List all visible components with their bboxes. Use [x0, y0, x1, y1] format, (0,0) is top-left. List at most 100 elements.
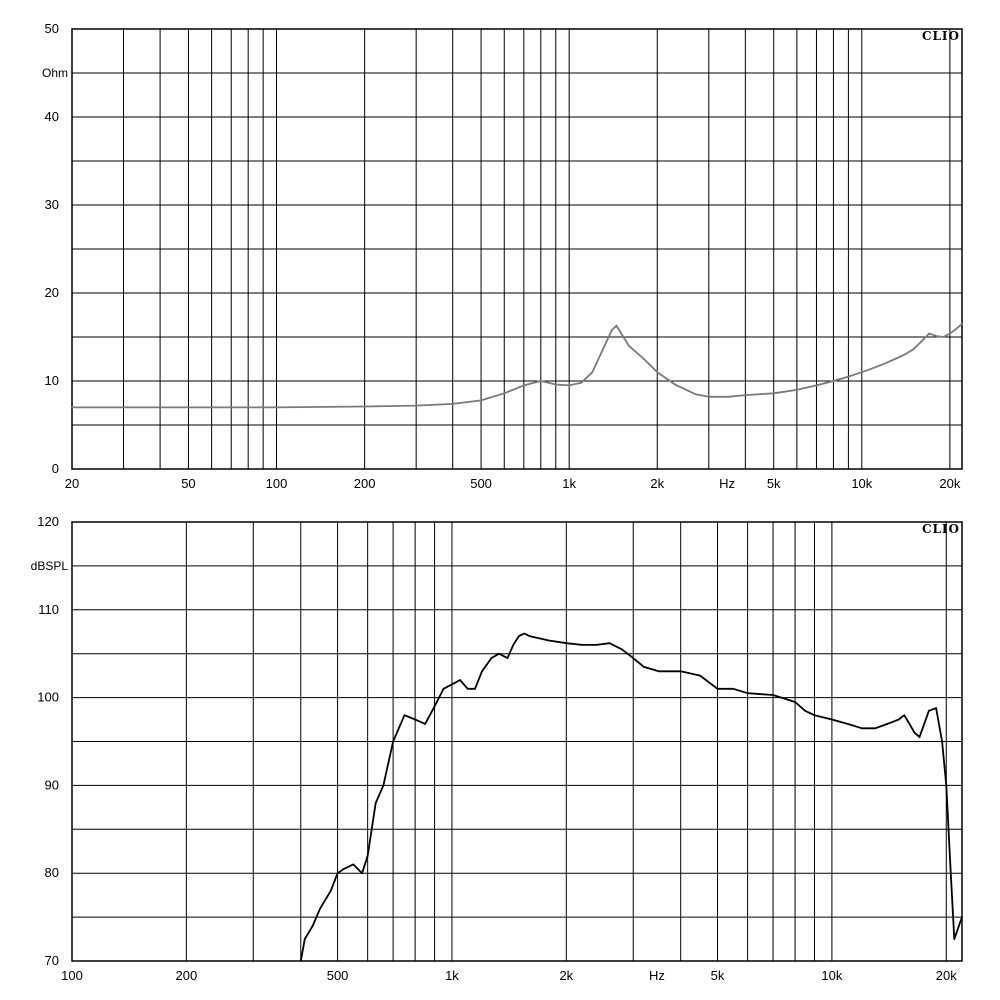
data-point	[913, 731, 916, 734]
x-tick-label: 200	[354, 476, 376, 491]
data-point	[451, 403, 454, 405]
data-point	[518, 635, 520, 637]
x-tick-label: 1k	[562, 476, 576, 491]
clio-brand-label: CLIO	[922, 29, 960, 43]
data-point	[480, 399, 482, 402]
data-point	[961, 916, 963, 918]
data-point	[918, 736, 921, 738]
data-point	[466, 688, 469, 690]
data-point	[744, 394, 747, 396]
y-tick-label: 80	[45, 865, 59, 880]
data-point	[846, 723, 849, 725]
x-axis-unit-label: Hz	[649, 968, 665, 983]
data-point	[903, 353, 906, 356]
data-point	[474, 688, 476, 690]
data-point	[746, 692, 749, 695]
data-point	[949, 863, 952, 866]
data-point	[908, 723, 911, 725]
data-point	[813, 714, 816, 716]
data-point	[832, 380, 835, 382]
data-point	[330, 889, 332, 892]
data-point	[707, 396, 710, 398]
data-point	[595, 644, 598, 646]
data-point	[874, 727, 876, 730]
data-point	[643, 358, 645, 360]
y-axis-unit-label: Ohm	[42, 66, 68, 80]
data-point	[403, 714, 406, 716]
data-point	[942, 336, 945, 338]
y-tick-label: 20	[45, 285, 59, 300]
data-point	[935, 707, 937, 709]
data-point	[512, 644, 515, 646]
data-point	[424, 723, 426, 725]
data-point	[727, 396, 730, 398]
data-point	[187, 406, 190, 409]
x-tick-label: 5k	[767, 476, 781, 491]
y-tick-label: 70	[45, 953, 59, 968]
data-point	[554, 383, 557, 386]
data-point	[873, 367, 875, 369]
data-point	[304, 938, 306, 940]
data-point	[503, 392, 506, 395]
data-point	[366, 854, 369, 857]
data-point	[961, 323, 963, 325]
data-point	[601, 349, 604, 352]
data-point	[861, 727, 863, 730]
x-tick-label: 20k	[936, 968, 957, 983]
data-point	[679, 670, 682, 673]
x-tick-label: 1k	[445, 968, 459, 983]
data-point	[565, 642, 568, 644]
data-point	[451, 683, 453, 686]
data-point	[591, 371, 594, 374]
data-point	[71, 406, 73, 409]
data-point	[903, 714, 906, 716]
x-tick-label: 20k	[939, 476, 960, 491]
data-point	[804, 709, 806, 712]
data-point	[928, 709, 930, 712]
data-point	[528, 635, 531, 637]
data-point	[621, 648, 623, 651]
data-point	[319, 907, 321, 910]
y-tick-label: 30	[45, 197, 59, 212]
data-point	[352, 863, 355, 866]
x-tick-label: 50	[181, 476, 195, 491]
data-point	[608, 642, 611, 644]
data-point	[732, 688, 735, 690]
impedance-chart: 0 10 20 30 40 50 Ohm 20 50 100 200 500 1k 2k 5k 10k 20k H…	[42, 21, 963, 491]
clio-brand-label: CLIO	[922, 522, 960, 536]
y-tick-label: 90	[45, 777, 59, 792]
x-tick-label: 10k	[851, 476, 872, 491]
y-tick-label: 120	[37, 514, 59, 529]
data-point	[657, 670, 660, 673]
spl-chart: 70 80 90 100 110 120 dBSPL 100 200 500 1k 2k 5k 10k 20…	[31, 514, 963, 983]
data-point	[459, 679, 461, 681]
data-point	[580, 381, 583, 384]
data-point	[343, 868, 345, 870]
y-tick-label: 110	[38, 602, 59, 617]
data-point	[716, 688, 719, 690]
data-point	[275, 406, 278, 409]
data-point	[299, 960, 302, 962]
data-point	[374, 802, 377, 804]
data-point	[382, 784, 385, 787]
data-point	[506, 657, 509, 659]
impedance-curve	[72, 323, 963, 409]
data-point	[699, 674, 701, 677]
data-point	[772, 694, 774, 696]
data-point	[392, 740, 394, 743]
y-tick-label: 0	[52, 461, 59, 476]
data-point	[928, 332, 931, 335]
data-point	[949, 332, 951, 335]
data-point	[490, 657, 493, 659]
x-tick-label: 20	[65, 476, 79, 491]
data-point	[581, 644, 583, 646]
data-point	[540, 380, 542, 382]
plot-frame	[71, 521, 963, 962]
x-tick-label: 500	[327, 968, 349, 983]
x-tick-label: 100	[61, 968, 83, 983]
data-point	[628, 345, 630, 347]
data-point	[481, 670, 483, 673]
data-point	[611, 329, 613, 331]
data-point	[860, 371, 863, 374]
